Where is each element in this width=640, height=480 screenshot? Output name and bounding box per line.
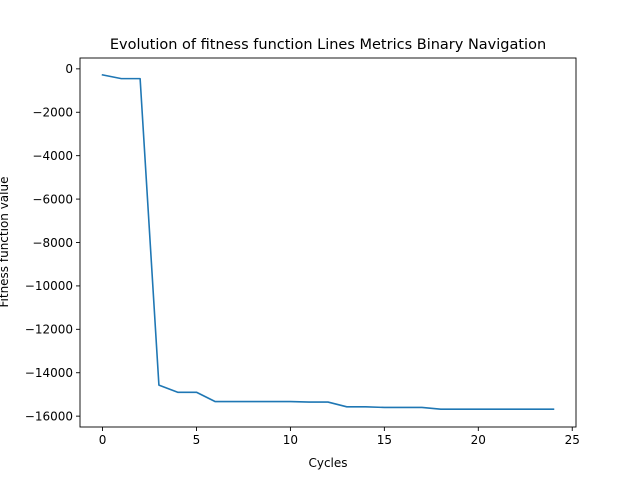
y-tick-label: −14000 xyxy=(25,366,73,380)
y-tick-label: −16000 xyxy=(25,409,73,423)
series-line-0 xyxy=(101,73,555,411)
y-axis-label: Fitness function value xyxy=(0,177,11,308)
x-tick-label: 15 xyxy=(377,433,392,447)
x-tick-label: 0 xyxy=(99,433,107,447)
axes-frame xyxy=(79,57,577,428)
y-tick-label: −12000 xyxy=(25,323,73,337)
chart-title: Evolution of fitness function Lines Metr… xyxy=(110,37,546,53)
x-tick-label: 25 xyxy=(565,433,580,447)
y-tick-label: −8000 xyxy=(32,236,73,250)
x-tick-label: 5 xyxy=(193,433,201,447)
x-tick-label: 10 xyxy=(283,433,298,447)
y-tick-label: −2000 xyxy=(32,106,73,120)
plot-area: 0 5 10 15 20 25 0 −2000 −4000 −6000 −8000 −10000 −12… xyxy=(25,57,580,447)
y-tick-label: −6000 xyxy=(32,192,73,206)
x-axis-label: Cycles xyxy=(308,456,347,470)
y-tick-label: −10000 xyxy=(25,279,73,293)
x-tick-label: 20 xyxy=(471,433,486,447)
y-tick-label: 0 xyxy=(65,62,73,76)
y-tick-label: −4000 xyxy=(32,149,73,163)
